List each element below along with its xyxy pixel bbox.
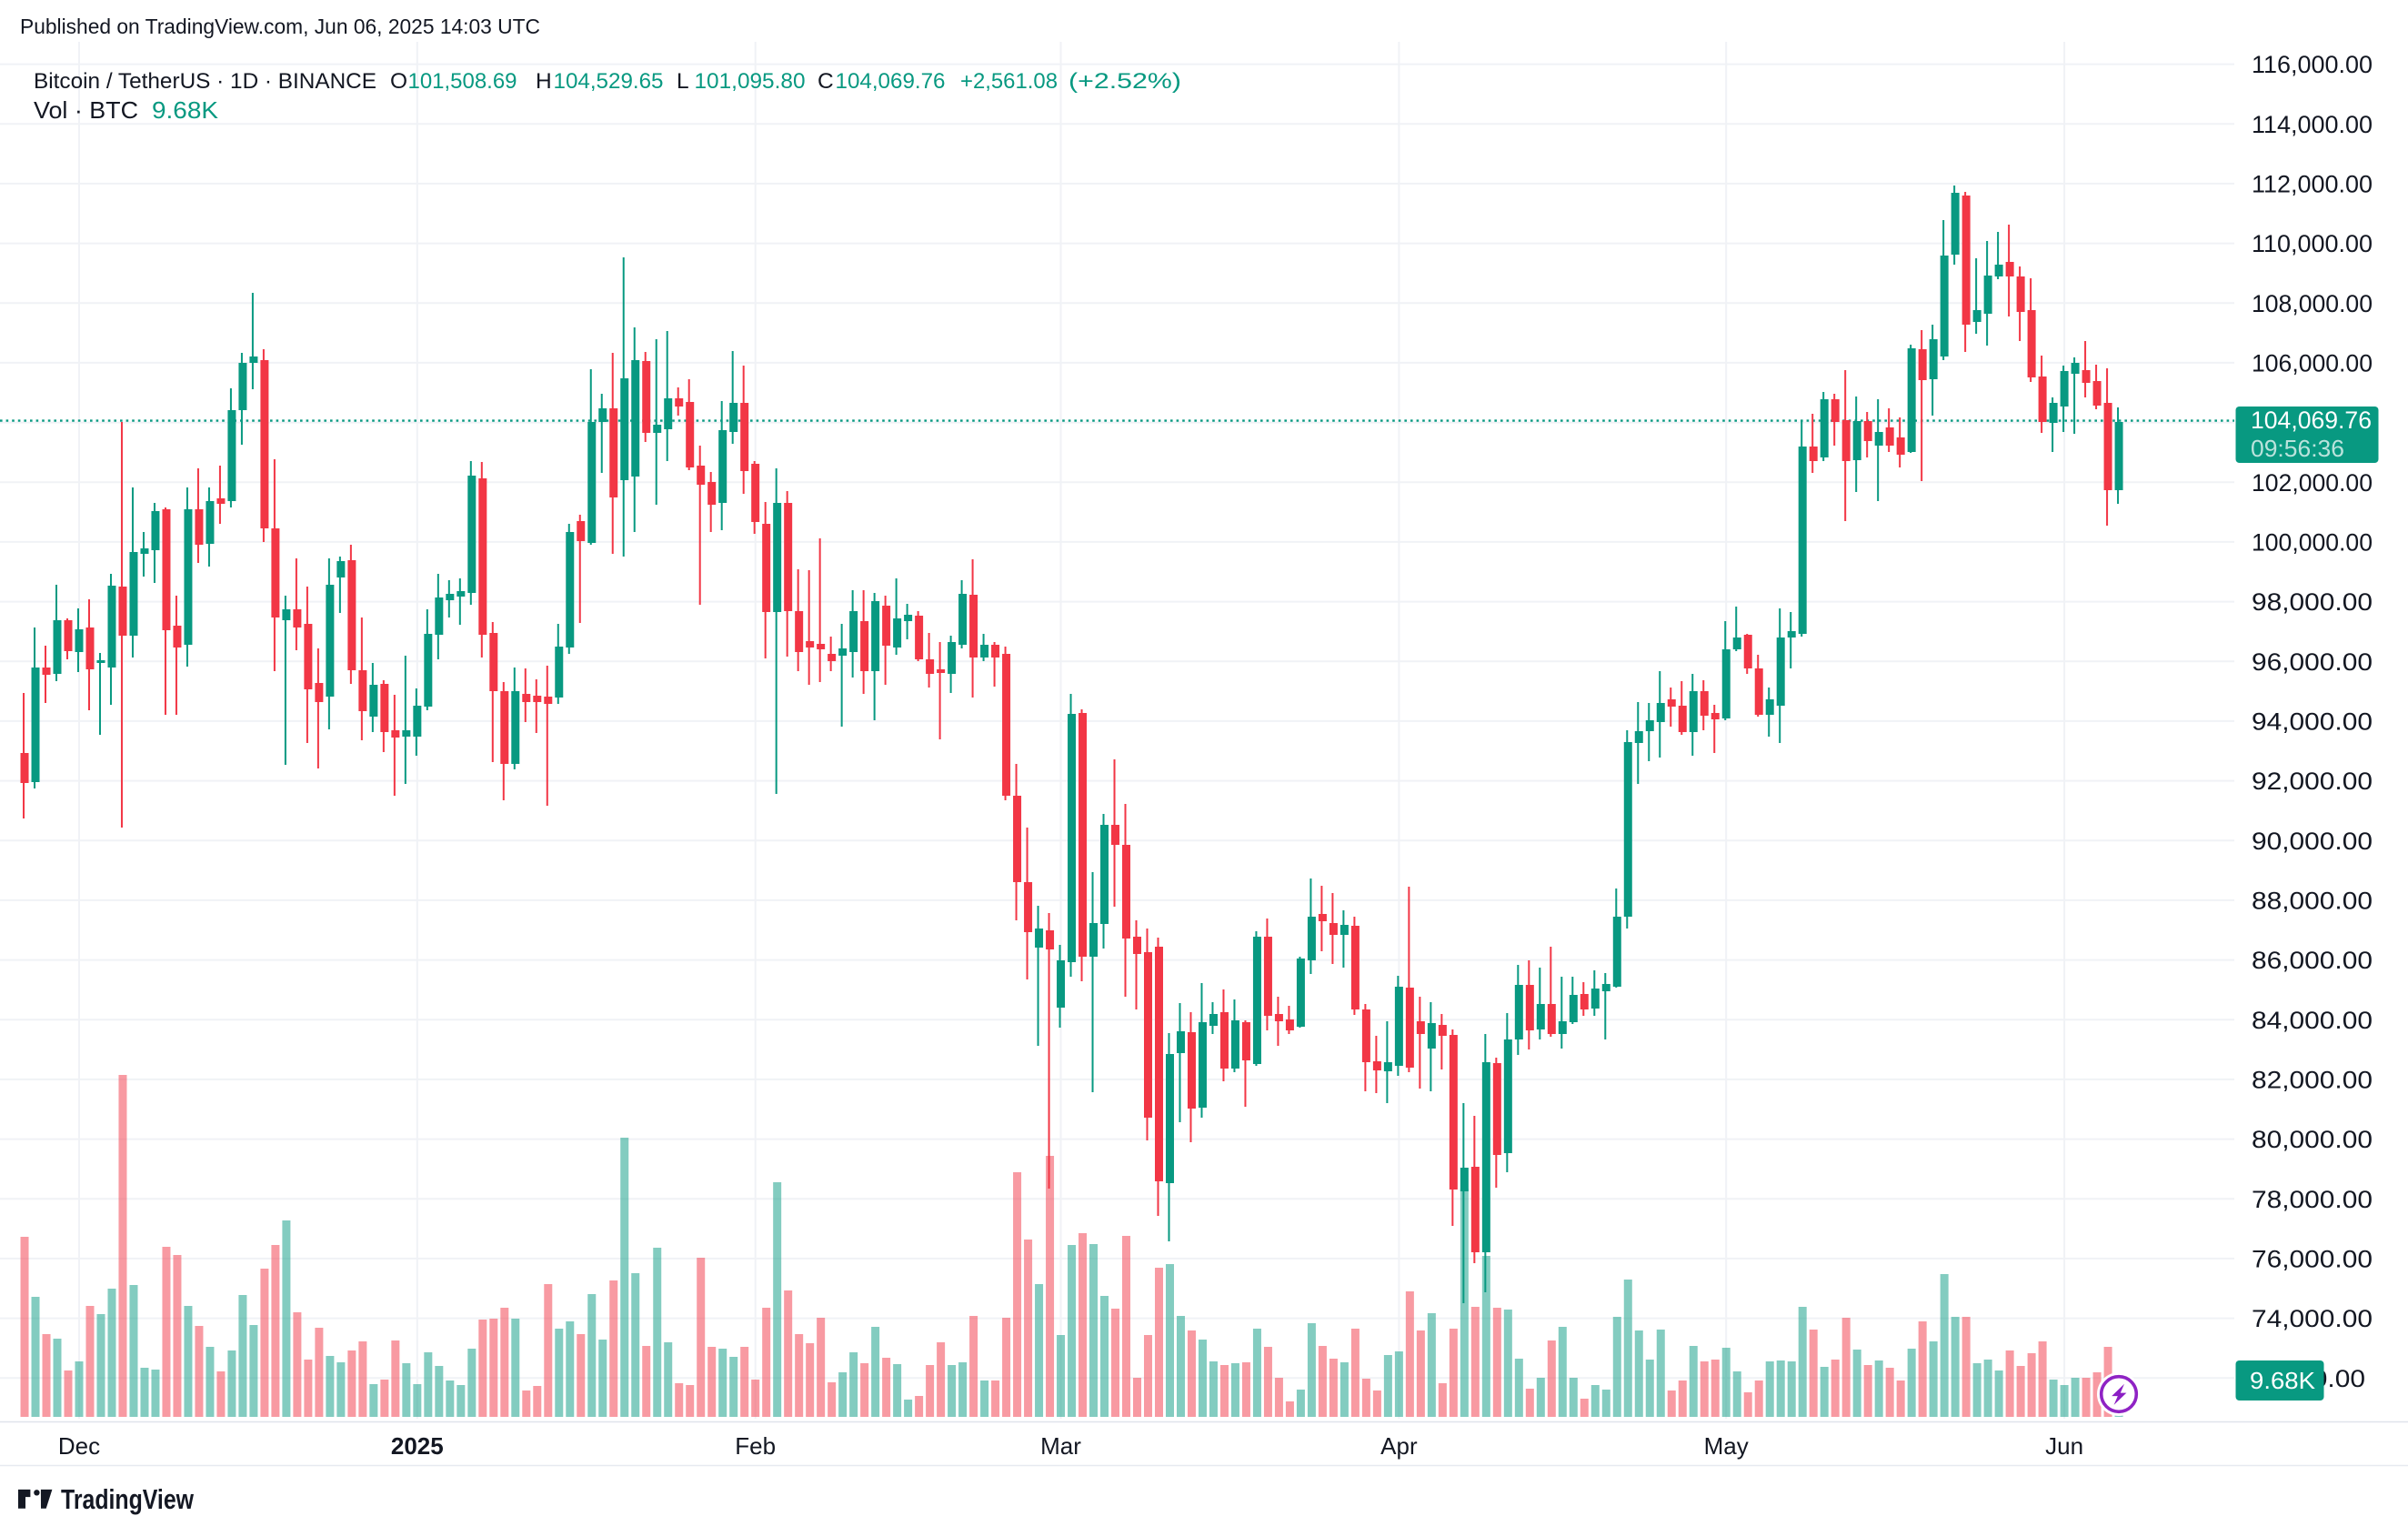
svg-text:TradingView: TradingView — [61, 1483, 195, 1515]
svg-text:100,000.00: 100,000.00 — [2252, 528, 2373, 556]
svg-text:90,000.00: 90,000.00 — [2252, 828, 2373, 855]
svg-text:86,000.00: 86,000.00 — [2252, 947, 2373, 974]
svg-text:+2,561.08: +2,561.08 — [960, 69, 1058, 94]
svg-text:101,508.69: 101,508.69 — [408, 69, 517, 94]
svg-text:Bitcoin / TetherUS · 1D · BINA: Bitcoin / TetherUS · 1D · BINANCE — [34, 69, 376, 94]
svg-text:74,000.00: 74,000.00 — [2252, 1305, 2373, 1332]
svg-text:L: L — [677, 69, 689, 94]
svg-text:Jun: Jun — [2045, 1432, 2083, 1460]
svg-text:Vol · BTC: Vol · BTC — [34, 96, 138, 124]
svg-text:112,000.00: 112,000.00 — [2252, 170, 2373, 197]
svg-text:9.68K: 9.68K — [2250, 1367, 2316, 1394]
svg-text:82,000.00: 82,000.00 — [2252, 1066, 2373, 1093]
svg-text:80,000.00: 80,000.00 — [2252, 1126, 2373, 1153]
svg-text:Published on TradingView.com,: Published on TradingView.com, Jun 06, 20… — [20, 15, 540, 38]
svg-text:78,000.00: 78,000.00 — [2252, 1186, 2373, 1213]
svg-text:May: May — [1704, 1432, 1749, 1460]
svg-text:88,000.00: 88,000.00 — [2252, 887, 2373, 914]
svg-text:Apr: Apr — [1380, 1432, 1418, 1460]
svg-text:O: O — [390, 69, 407, 94]
svg-text:H: H — [536, 69, 552, 94]
svg-text:09:56:36: 09:56:36 — [2251, 435, 2344, 462]
svg-text:9.68K: 9.68K — [152, 96, 219, 124]
svg-text:96,000.00: 96,000.00 — [2252, 648, 2373, 676]
svg-text:104,069.76: 104,069.76 — [2251, 407, 2372, 434]
svg-text:98,000.00: 98,000.00 — [2252, 588, 2373, 616]
svg-text:94,000.00: 94,000.00 — [2252, 708, 2373, 735]
svg-text:84,000.00: 84,000.00 — [2252, 1007, 2373, 1034]
svg-text:108,000.00: 108,000.00 — [2252, 290, 2373, 317]
svg-text:116,000.00: 116,000.00 — [2252, 51, 2373, 78]
svg-text:(+2.52%): (+2.52%) — [1069, 69, 1181, 94]
svg-text:114,000.00: 114,000.00 — [2252, 111, 2373, 138]
svg-text:110,000.00: 110,000.00 — [2252, 230, 2373, 257]
svg-text:106,000.00: 106,000.00 — [2252, 349, 2373, 376]
svg-text:102,000.00: 102,000.00 — [2252, 469, 2373, 497]
svg-text:92,000.00: 92,000.00 — [2252, 768, 2373, 795]
svg-text:Dec: Dec — [58, 1432, 100, 1460]
svg-text:2025: 2025 — [391, 1432, 444, 1460]
svg-text:C: C — [818, 69, 834, 94]
svg-text:101,095.80: 101,095.80 — [695, 69, 806, 94]
svg-text:104,529.65: 104,529.65 — [554, 69, 664, 94]
svg-text:Feb: Feb — [735, 1432, 776, 1460]
svg-text:104,069.76: 104,069.76 — [836, 69, 946, 94]
svg-text:76,000.00: 76,000.00 — [2252, 1245, 2373, 1272]
svg-text:Mar: Mar — [1040, 1432, 1081, 1460]
